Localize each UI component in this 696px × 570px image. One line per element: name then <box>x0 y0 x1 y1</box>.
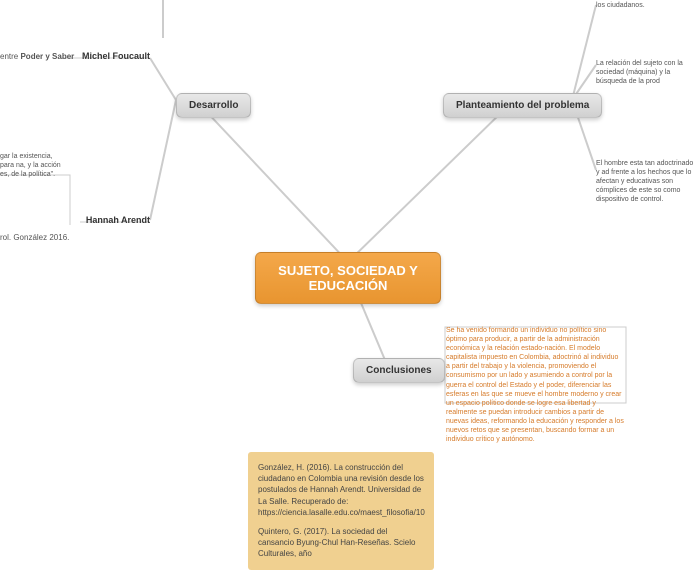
left-vert-line <box>162 0 164 38</box>
references-box: González, H. (2016). La construcción del… <box>248 452 434 570</box>
snippet-top-right-3: El hombre esta tan adoctrinado y ad fren… <box>596 159 696 204</box>
conclusiones-label: Conclusiones <box>366 365 432 376</box>
snippet-conclusions: Se ha venido formando un individuo no po… <box>446 326 624 444</box>
node-desarrollo[interactable]: Desarrollo <box>176 93 251 118</box>
label-gonzalez: rol. González 2016. <box>0 233 69 243</box>
planteamiento-label: Planteamiento del problema <box>456 100 589 111</box>
snippet-top-right-1: los ciudadanos. <box>596 1 696 10</box>
desarrollo-label: Desarrollo <box>189 100 238 111</box>
snippet-top-right-2: La relación del sujeto con la sociedad (… <box>596 59 696 86</box>
snippet-mid-left: gar la existencia, para na, y la acción … <box>0 152 65 179</box>
label-poder-saber: entre Poder y Saber <box>0 52 74 62</box>
ref-1: González, H. (2016). La construcción del… <box>258 462 424 518</box>
node-conclusiones[interactable]: Conclusiones <box>353 358 445 383</box>
ref-2: Quintero, G. (2017). La sociedad del can… <box>258 526 424 560</box>
node-planteamiento[interactable]: Planteamiento del problema <box>443 93 602 118</box>
center-label: SUJETO, SOCIEDAD Y EDUCACIÓN <box>278 263 418 293</box>
label-arendt: Hannah Arendt <box>60 215 150 225</box>
center-node[interactable]: SUJETO, SOCIEDAD Y EDUCACIÓN <box>255 252 441 304</box>
